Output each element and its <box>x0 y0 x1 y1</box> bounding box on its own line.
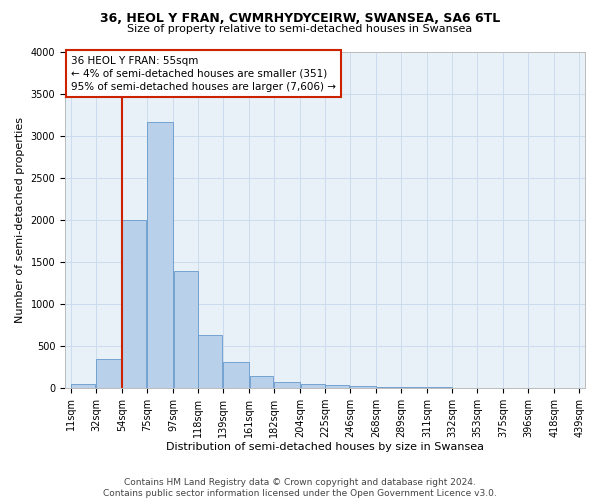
Text: 36 HEOL Y FRAN: 55sqm
← 4% of semi-detached houses are smaller (351)
95% of semi: 36 HEOL Y FRAN: 55sqm ← 4% of semi-detac… <box>71 56 336 92</box>
Text: Size of property relative to semi-detached houses in Swansea: Size of property relative to semi-detach… <box>127 24 473 34</box>
Bar <box>122 220 146 388</box>
Bar <box>325 385 349 388</box>
Bar <box>301 384 325 388</box>
Bar <box>148 122 173 388</box>
Bar <box>250 376 274 388</box>
Bar <box>97 359 122 388</box>
Text: Contains HM Land Registry data © Crown copyright and database right 2024.
Contai: Contains HM Land Registry data © Crown c… <box>103 478 497 498</box>
Bar <box>223 362 248 388</box>
Bar <box>350 386 376 388</box>
Y-axis label: Number of semi-detached properties: Number of semi-detached properties <box>15 116 25 322</box>
X-axis label: Distribution of semi-detached houses by size in Swansea: Distribution of semi-detached houses by … <box>166 442 484 452</box>
Bar <box>173 271 197 388</box>
Text: 36, HEOL Y FRAN, CWMRHYDYCEIRW, SWANSEA, SA6 6TL: 36, HEOL Y FRAN, CWMRHYDYCEIRW, SWANSEA,… <box>100 12 500 26</box>
Bar <box>71 384 95 388</box>
Bar <box>199 335 223 388</box>
Bar <box>377 387 401 388</box>
Bar <box>274 382 299 388</box>
